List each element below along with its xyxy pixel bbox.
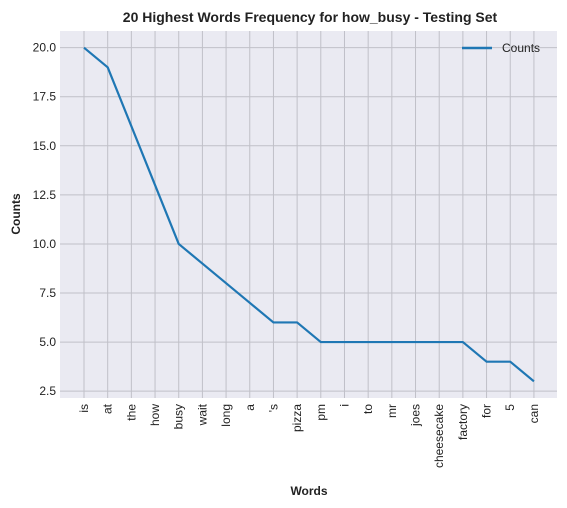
x-tick-label: 's <box>266 404 280 412</box>
x-tick-label: long <box>219 404 233 427</box>
x-tick-label: pm <box>314 404 328 421</box>
series-line-counts <box>83 46 535 383</box>
x-tick-label: at <box>101 403 115 414</box>
y-tick-label: 15.0 <box>33 139 57 153</box>
x-tick-label: busy <box>172 404 186 429</box>
x-tick-label: i <box>337 404 351 407</box>
x-tick-label: the <box>124 404 138 421</box>
y-tick-label: 20.0 <box>33 41 57 55</box>
y-tick-label: 17.5 <box>33 90 57 104</box>
x-tick-label: a <box>243 404 257 411</box>
x-tick-label: 5 <box>503 404 517 411</box>
x-tick-label: is <box>77 404 91 413</box>
x-tick-label: wait <box>195 403 209 426</box>
y-axis-label: Counts <box>9 193 23 235</box>
y-tick-labels: 2.5 5.0 7.5 10.0 12.5 15.0 17.5 20.0 <box>33 41 57 398</box>
legend: Counts <box>462 41 540 55</box>
x-tick-label: pizza <box>290 404 304 432</box>
x-tick-label: can <box>527 404 541 423</box>
y-tick-label: 2.5 <box>39 384 56 398</box>
y-tick-label: 5.0 <box>39 335 56 349</box>
plot-area <box>60 31 557 398</box>
x-tick-label: mr <box>385 404 399 418</box>
chart-title: 20 Highest Words Frequency for how_busy … <box>123 9 498 25</box>
x-tick-label: cheesecake <box>432 404 446 468</box>
x-tick-label: how <box>148 404 162 426</box>
legend-label-counts: Counts <box>502 41 540 55</box>
y-tick-label: 12.5 <box>33 188 57 202</box>
x-tick-label: to <box>361 404 375 414</box>
x-tick-label: for <box>480 404 494 418</box>
x-axis-label: Words <box>290 484 327 498</box>
x-tick-label: joes <box>409 404 423 427</box>
series-layer <box>83 46 535 383</box>
grid-lines <box>60 31 557 398</box>
y-tick-label: 10.0 <box>33 237 57 251</box>
y-tick-label: 7.5 <box>39 286 56 300</box>
x-tick-labels: is at the how busy wait long a 's pizza pm i to mr joe… <box>77 403 541 468</box>
x-tick-label: factory <box>456 404 470 440</box>
